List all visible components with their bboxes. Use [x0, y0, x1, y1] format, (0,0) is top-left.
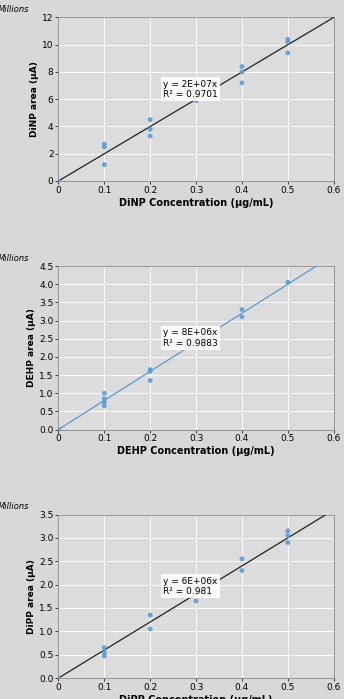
Y-axis label: DiNP area (μA): DiNP area (μA)	[30, 62, 39, 137]
Point	[148, 624, 153, 635]
Point	[193, 584, 199, 595]
Point	[239, 66, 245, 78]
Point	[148, 124, 153, 135]
X-axis label: DiNP Concentration (μg/mL): DiNP Concentration (μg/mL)	[119, 198, 273, 208]
Text: y = 8E+06x
R² = 0.9883: y = 8E+06x R² = 0.9883	[163, 328, 218, 347]
Point	[193, 87, 199, 98]
Point	[239, 565, 245, 576]
Point	[239, 78, 245, 89]
Y-axis label: DEHP area (μA): DEHP area (μA)	[28, 308, 36, 387]
Text: y = 6E+06x
R² = 0.981: y = 6E+06x R² = 0.981	[163, 577, 217, 596]
Point	[101, 396, 107, 408]
Text: Millions: Millions	[0, 5, 30, 14]
Text: Millions: Millions	[0, 503, 30, 511]
Point	[148, 366, 153, 377]
Point	[239, 304, 245, 315]
Point	[148, 114, 153, 125]
Point	[101, 647, 107, 658]
Point	[285, 530, 291, 541]
Point	[101, 401, 107, 412]
X-axis label: DiPP Concentration (μg/mL): DiPP Concentration (μg/mL)	[119, 695, 273, 699]
Point	[285, 277, 291, 288]
Point	[101, 651, 107, 662]
Point	[239, 311, 245, 322]
Point	[101, 642, 107, 654]
Point	[56, 424, 61, 435]
Point	[239, 554, 245, 565]
Point	[148, 364, 153, 375]
Point	[193, 596, 199, 607]
Point	[101, 159, 107, 171]
Point	[285, 36, 291, 48]
Y-axis label: DiPP area (μA): DiPP area (μA)	[28, 559, 36, 634]
Point	[239, 61, 245, 72]
Point	[101, 141, 107, 152]
Point	[285, 34, 291, 45]
Point	[148, 375, 153, 386]
Point	[285, 537, 291, 548]
Point	[56, 672, 61, 684]
Point	[285, 525, 291, 536]
Point	[193, 88, 199, 99]
Point	[193, 95, 199, 106]
X-axis label: DEHP Concentration (μg/mL): DEHP Concentration (μg/mL)	[117, 446, 275, 456]
Point	[101, 387, 107, 398]
Text: Millions: Millions	[0, 254, 30, 263]
Point	[56, 175, 61, 187]
Point	[193, 337, 199, 348]
Point	[193, 340, 199, 352]
Point	[148, 610, 153, 621]
Point	[101, 138, 107, 150]
Text: y = 2E+07x
R² = 0.9701: y = 2E+07x R² = 0.9701	[163, 80, 218, 99]
Point	[285, 48, 291, 59]
Point	[101, 393, 107, 404]
Point	[148, 131, 153, 142]
